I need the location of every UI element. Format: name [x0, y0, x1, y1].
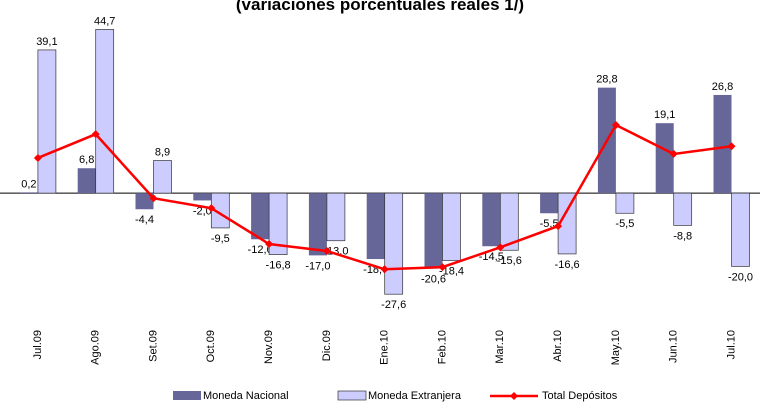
value-label: 8,9 [155, 146, 170, 158]
value-label: -18,4 [439, 265, 464, 277]
bar [19, 192, 38, 194]
bar [424, 193, 443, 269]
line-marker [207, 204, 216, 213]
value-label: -12,6 [248, 244, 273, 256]
line-marker [438, 263, 447, 272]
value-label: -5,5 [615, 218, 634, 230]
chart-title: (variaciones porcentuales reales 1/) [236, 0, 524, 14]
value-label: 26,8 [712, 81, 733, 93]
bar [37, 49, 57, 194]
line-marker [554, 222, 563, 231]
bar [713, 94, 732, 194]
legend-label: Moneda Extranjera [368, 390, 462, 402]
x-tick-label: Jul.09 [32, 330, 44, 359]
value-label: -16,8 [266, 260, 291, 272]
value-label: -18,0 [363, 264, 388, 276]
line-marker [149, 194, 158, 203]
value-label: -16,6 [555, 259, 580, 271]
legend-swatch [337, 390, 367, 401]
x-tick-label: Nov.09 [263, 330, 275, 364]
x-tick-label: Feb.10 [436, 330, 448, 364]
bar [77, 168, 96, 194]
value-label: -13,0 [323, 246, 348, 258]
bar [673, 192, 693, 226]
value-label: -20,6 [421, 273, 446, 285]
line-marker [727, 142, 736, 151]
value-label: -15,6 [497, 255, 522, 267]
x-tick-label: May.10 [610, 330, 622, 365]
line-marker [33, 153, 42, 162]
line-marker [496, 243, 505, 252]
value-label: -27,6 [381, 299, 406, 311]
bar [540, 193, 559, 214]
x-tick-label: Ago.09 [90, 330, 102, 365]
x-tick-label: Jun.10 [668, 330, 680, 363]
bar [499, 192, 519, 251]
bar [308, 193, 327, 256]
x-tick-label: Abr.10 [552, 330, 564, 362]
bar [384, 192, 404, 295]
bar [655, 123, 674, 194]
value-label: -20,0 [728, 271, 753, 283]
x-tick-label: Jul.10 [725, 330, 737, 359]
line-marker [91, 130, 100, 139]
bar [251, 193, 270, 240]
value-label: 19,1 [654, 109, 675, 121]
value-label: -9,5 [211, 233, 230, 245]
value-label: 0,2 [21, 178, 36, 190]
bar [615, 192, 635, 214]
x-tick-label: Ene.10 [379, 330, 391, 365]
value-label: 44,7 [94, 15, 115, 27]
value-label: -17,0 [305, 260, 330, 272]
line-marker [611, 121, 620, 130]
line-marker [669, 149, 678, 158]
legend-label: Total Depósitos [542, 390, 618, 402]
bar [268, 192, 288, 256]
x-tick-label: Oct.09 [205, 330, 217, 362]
line-marker [380, 265, 389, 274]
x-tick-label: Dic.09 [321, 330, 333, 361]
value-label: 39,1 [36, 36, 57, 48]
value-label: -4,4 [135, 214, 154, 226]
bar [153, 160, 172, 194]
bar [366, 193, 385, 260]
value-label: -14,5 [479, 251, 504, 263]
bar [731, 192, 750, 267]
x-tick-label: Mar.10 [494, 330, 506, 364]
value-label: 6,8 [79, 154, 94, 166]
legend-swatch [173, 391, 201, 400]
line-marker [322, 246, 331, 255]
value-label: -8,8 [673, 230, 692, 242]
bar [135, 193, 154, 210]
bar [442, 192, 461, 261]
legend-label: Moneda Nacional [203, 390, 289, 402]
bar [482, 193, 501, 247]
bar [326, 192, 346, 242]
line-marker [265, 240, 274, 249]
legend-swatch [510, 392, 518, 400]
value-label: 28,8 [596, 74, 617, 86]
bar [95, 29, 115, 194]
x-tick-label: Set.09 [147, 330, 159, 362]
bar [193, 193, 212, 201]
